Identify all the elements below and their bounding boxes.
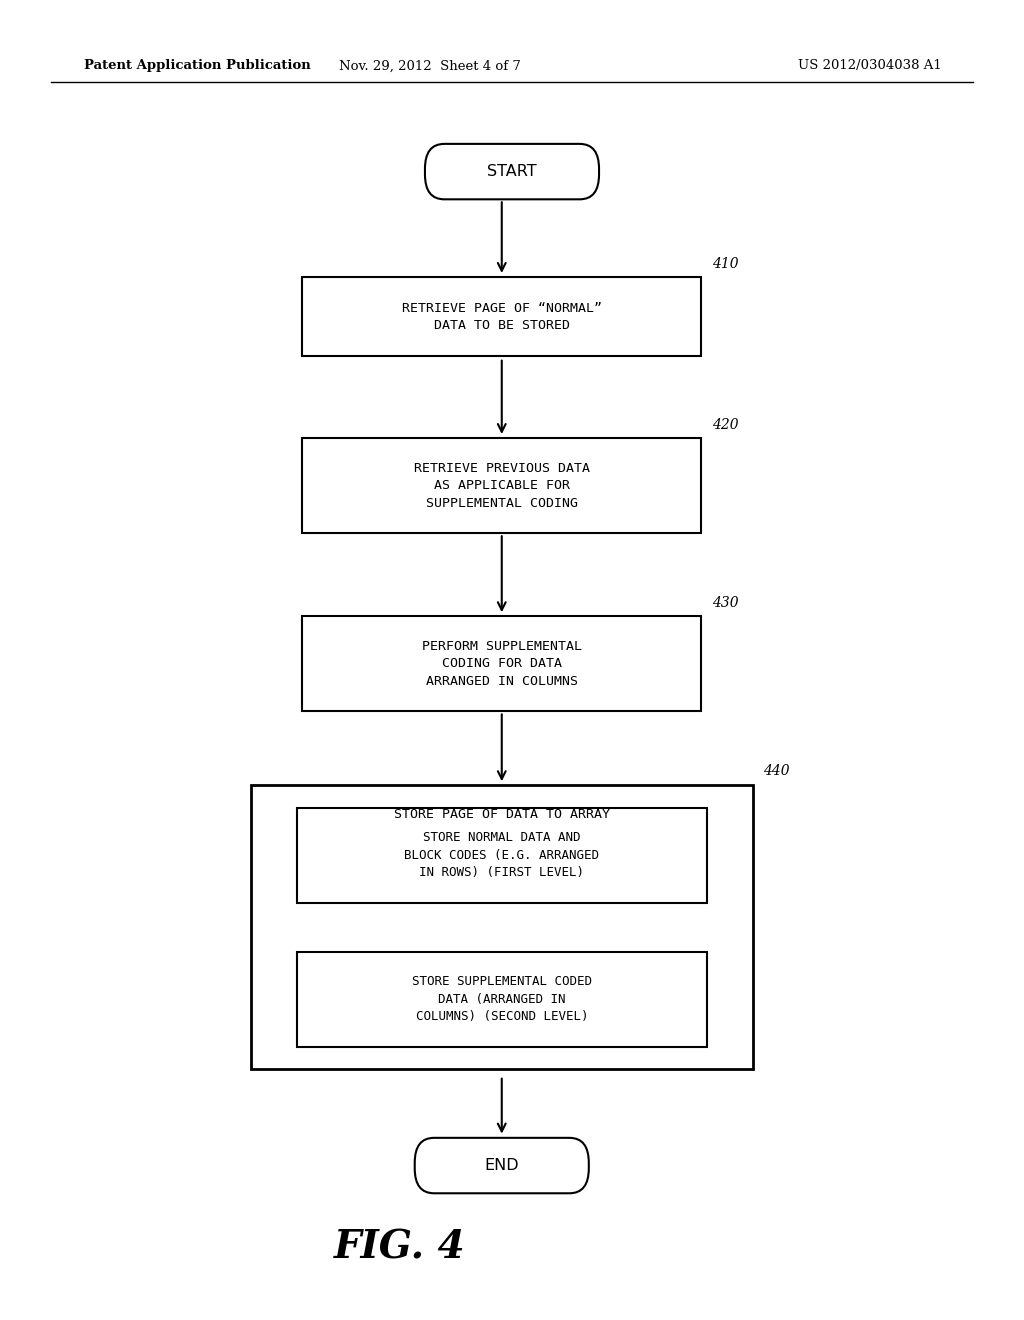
Text: 430: 430 [712, 595, 738, 610]
Text: STORE NORMAL DATA AND
BLOCK CODES (E.G. ARRANGED
IN ROWS) (FIRST LEVEL): STORE NORMAL DATA AND BLOCK CODES (E.G. … [404, 832, 599, 879]
FancyBboxPatch shape [302, 616, 701, 711]
Text: STORE SUPPLEMENTAL CODED
DATA (ARRANGED IN
COLUMNS) (SECOND LEVEL): STORE SUPPLEMENTAL CODED DATA (ARRANGED … [412, 975, 592, 1023]
Text: Patent Application Publication: Patent Application Publication [84, 59, 310, 73]
Text: US 2012/0304038 A1: US 2012/0304038 A1 [799, 59, 942, 73]
Text: Nov. 29, 2012  Sheet 4 of 7: Nov. 29, 2012 Sheet 4 of 7 [339, 59, 521, 73]
FancyBboxPatch shape [415, 1138, 589, 1193]
Text: 410: 410 [712, 256, 738, 271]
FancyBboxPatch shape [302, 438, 701, 533]
Text: PERFORM SUPPLEMENTAL
CODING FOR DATA
ARRANGED IN COLUMNS: PERFORM SUPPLEMENTAL CODING FOR DATA ARR… [422, 640, 582, 688]
Text: RETRIEVE PREVIOUS DATA
AS APPLICABLE FOR
SUPPLEMENTAL CODING: RETRIEVE PREVIOUS DATA AS APPLICABLE FOR… [414, 462, 590, 510]
Text: RETRIEVE PAGE OF “NORMAL”
DATA TO BE STORED: RETRIEVE PAGE OF “NORMAL” DATA TO BE STO… [401, 301, 602, 333]
FancyBboxPatch shape [251, 784, 753, 1069]
FancyBboxPatch shape [297, 952, 707, 1047]
Text: END: END [484, 1158, 519, 1173]
Text: FIG. 4: FIG. 4 [334, 1229, 465, 1266]
FancyBboxPatch shape [302, 277, 701, 356]
FancyBboxPatch shape [425, 144, 599, 199]
Text: 420: 420 [712, 417, 738, 432]
FancyBboxPatch shape [297, 808, 707, 903]
Text: 440: 440 [763, 764, 790, 777]
Text: START: START [487, 164, 537, 180]
Text: STORE PAGE OF DATA TO ARRAY: STORE PAGE OF DATA TO ARRAY [394, 808, 609, 821]
